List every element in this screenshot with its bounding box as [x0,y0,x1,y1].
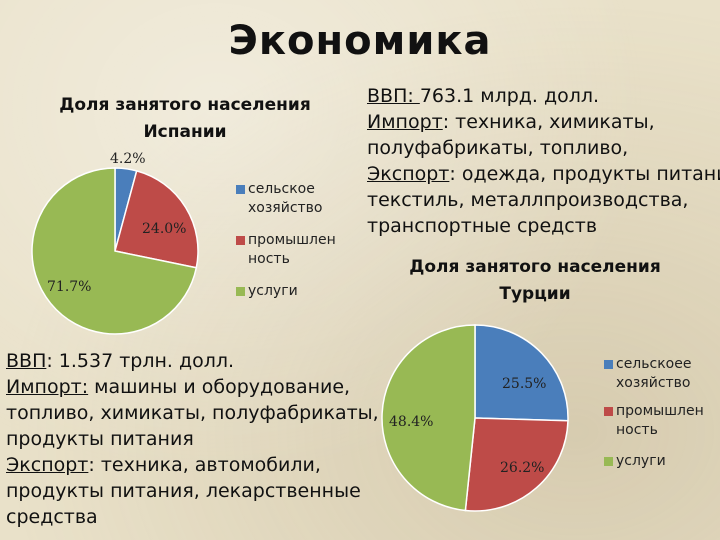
turkey-data-label-0: 25.5% [502,376,546,392]
turkey-import-line: Импорт: техника, химикаты, [367,109,720,135]
spain-import-line: топливо, химикаты, полуфабрикаты, [6,402,379,424]
gdp-value: : 1.537 трлн. долл. [46,350,235,372]
spain-slice-2 [31,167,198,335]
gdp-value: 763.1 млрд. долл. [419,85,600,107]
turkey-export-line: текстиль, металлпроизводства, [367,189,689,211]
spain-info: ВВП: 1.537 трлн. долл. Импорт: машины и … [6,348,379,530]
spain-import-line: продукты питания [6,428,194,450]
legend-swatch [604,360,613,369]
spain-data-label-0: 4.2% [110,151,146,167]
spain-export-line: Экспорт: техника, автомобили, [6,452,379,478]
legend-label: промышлен ность [248,232,336,267]
spain-export-line: средства [6,506,98,528]
spain-chart-title: Доля занятого населения Испании [59,95,311,142]
export-text: : одежда, продукты питания [449,163,720,185]
legend-swatch [236,185,245,194]
turkey-data-label-1: 26.2% [500,460,544,476]
turkey-slice-2 [381,324,476,512]
turkey-slice-1 [464,417,569,512]
import-label: Импорт [367,111,443,133]
legend-label: промышлен ность [616,403,704,438]
spain-slice-1 [114,169,199,269]
export-label: Экспорт [6,454,89,476]
spain-legend-services: услуги [236,282,376,301]
turkey-data-label-2: 48.4% [389,414,433,430]
page-title: Экономика [228,18,492,64]
turkey-legend-services: услуги [604,452,720,471]
legend-label: сельское хозяйство [248,181,323,216]
turkey-legend-agriculture: сельскоее хозяйство [604,355,720,393]
spain-gdp-line: ВВП: 1.537 трлн. долл. [6,348,379,374]
turkey-gdp-line: ВВП: 763.1 млрд. долл. [367,83,720,109]
spain-import-line: Импорт: машины и оборудование, [6,374,379,400]
legend-label: услуги [248,283,298,299]
legend-label: услуги [616,453,666,469]
turkey-import-line: полуфабрикаты, топливо, [367,137,629,159]
turkey-legend-industry: промышлен ность [604,402,720,440]
gdp-label: ВВП: [367,85,420,107]
export-label: Экспорт [367,163,450,185]
gdp-label: ВВП [6,350,47,372]
legend-swatch [236,287,245,296]
spain-legend-industry: промышлен ность [236,231,376,269]
legend-swatch [604,407,613,416]
legend-swatch [604,457,613,466]
turkey-export-line: Экспорт: одежда, продукты питания [367,161,720,187]
spain-export-line: продукты питания, лекарственные [6,480,361,502]
import-text: : техника, химикаты, [442,111,655,133]
legend-swatch [236,236,245,245]
import-label: Импорт: [6,376,89,398]
spain-legend-agriculture: сельское хозяйство [236,180,376,218]
export-text: : техника, автомобили, [88,454,321,476]
turkey-export-line: транспортные средств [367,215,598,237]
spain-data-label-1: 24.0% [142,221,186,237]
turkey-info: ВВП: 763.1 млрд. долл. Импорт: техника, … [367,83,720,239]
spain-data-label-2: 71.7% [47,279,91,295]
legend-label: сельскоее хозяйство [616,356,692,391]
turkey-chart-title: Доля занятого населения Турции [409,257,661,304]
import-text: машины и оборудование, [88,376,351,398]
turkey-slice-0 [474,324,569,422]
